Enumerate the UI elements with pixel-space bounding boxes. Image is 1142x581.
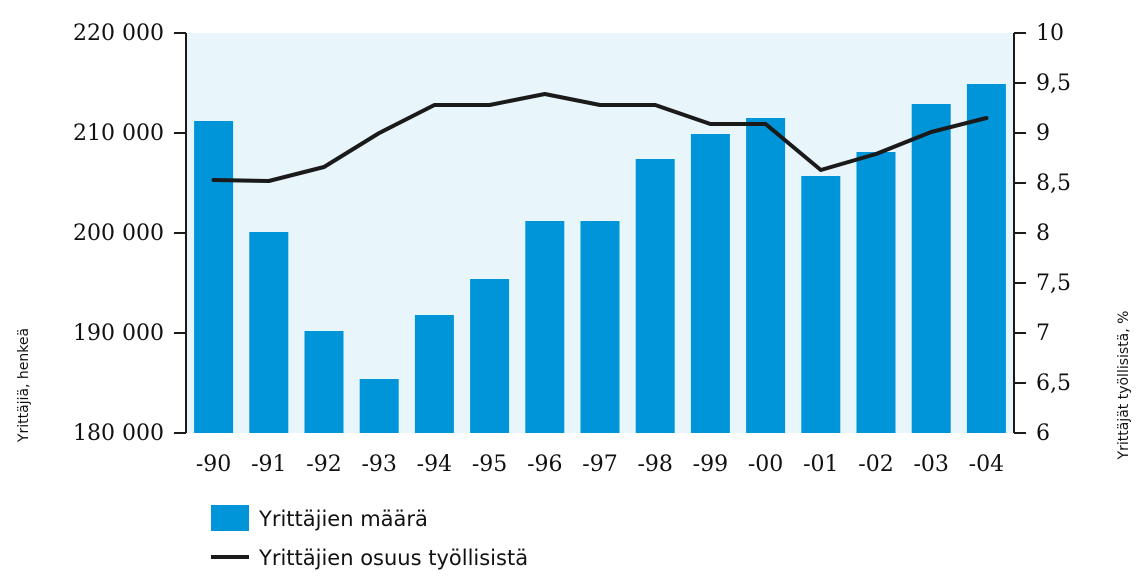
legend-label-bars: Yrittäjien määrä [258, 507, 428, 531]
bar--91 [249, 232, 289, 433]
left-tick-label: 200 000 [73, 221, 164, 246]
legend-label-line: Yrittäjien osuus työllisistä [258, 546, 528, 570]
bar--96 [525, 221, 565, 433]
series-line-share [211, 92, 989, 183]
right-tick-label: 9,5 [1036, 71, 1071, 96]
right-tick-label: 6 [1036, 421, 1050, 446]
bar--97 [580, 221, 620, 433]
bar--98 [635, 159, 675, 433]
left-tick-label: 190 000 [73, 321, 164, 346]
left-tick-label: 180 000 [73, 421, 164, 446]
legend: Yrittäjien määrä Yrittäjien osuus työlli… [211, 505, 528, 570]
right-tick-label: 8,5 [1036, 171, 1071, 196]
legend-swatch-bars [211, 505, 249, 531]
x-tick-label: -01 [803, 452, 838, 477]
x-tick-label: -03 [913, 452, 948, 477]
right-axis-ticks: 6 6,5 7 7,5 8 8,5 9 9,5 10 [1014, 21, 1071, 446]
bar--90 [194, 121, 234, 433]
right-tick-label: 7 [1036, 321, 1050, 346]
left-axis-ticks: 180 000 190 000 200 000 210 000 220 000 [73, 21, 186, 446]
right-tick-label: 8 [1036, 221, 1050, 246]
x-tick-label: -92 [306, 452, 341, 477]
right-tick-label: 7,5 [1036, 271, 1071, 296]
bar--04 [966, 84, 1006, 433]
left-tick-label: 220 000 [73, 21, 164, 46]
x-tick-label: -96 [527, 452, 562, 477]
x-tick-label: -93 [361, 452, 396, 477]
right-tick-label: 10 [1036, 21, 1064, 46]
x-tick-label: -90 [196, 452, 231, 477]
right-tick-label: 6,5 [1036, 371, 1071, 396]
x-tick-label: -02 [858, 452, 893, 477]
bar--92 [304, 331, 344, 433]
bar--94 [414, 315, 454, 433]
bars-layer [194, 84, 1006, 433]
x-tick-label: -04 [969, 452, 1004, 477]
x-tick-label: -98 [637, 452, 672, 477]
x-tick-label: -91 [251, 452, 286, 477]
right-tick-label: 9 [1036, 121, 1050, 146]
y2-axis-title: Yrittäjät työllisistä, % [1116, 311, 1132, 461]
bar--93 [359, 379, 399, 433]
x-tick-label: -00 [748, 452, 783, 477]
y-axis-title: Yrittäjiä, henkeä [16, 328, 32, 443]
x-axis-ticks: -90 -91 -92 -93 -94 -95 -96 -97 -98 -99 -00 -01 -02-… [196, 452, 1004, 477]
x-tick-label: -99 [693, 452, 728, 477]
bar--99 [690, 134, 730, 433]
bar--00 [746, 118, 786, 433]
x-tick-label: -95 [472, 452, 507, 477]
x-tick-label: -94 [417, 452, 452, 477]
left-tick-label: 210 000 [73, 121, 164, 146]
x-tick-label: -97 [582, 452, 617, 477]
bar--02 [856, 152, 896, 433]
bar--01 [801, 176, 841, 433]
bar--03 [911, 104, 951, 433]
bar--95 [470, 279, 510, 433]
